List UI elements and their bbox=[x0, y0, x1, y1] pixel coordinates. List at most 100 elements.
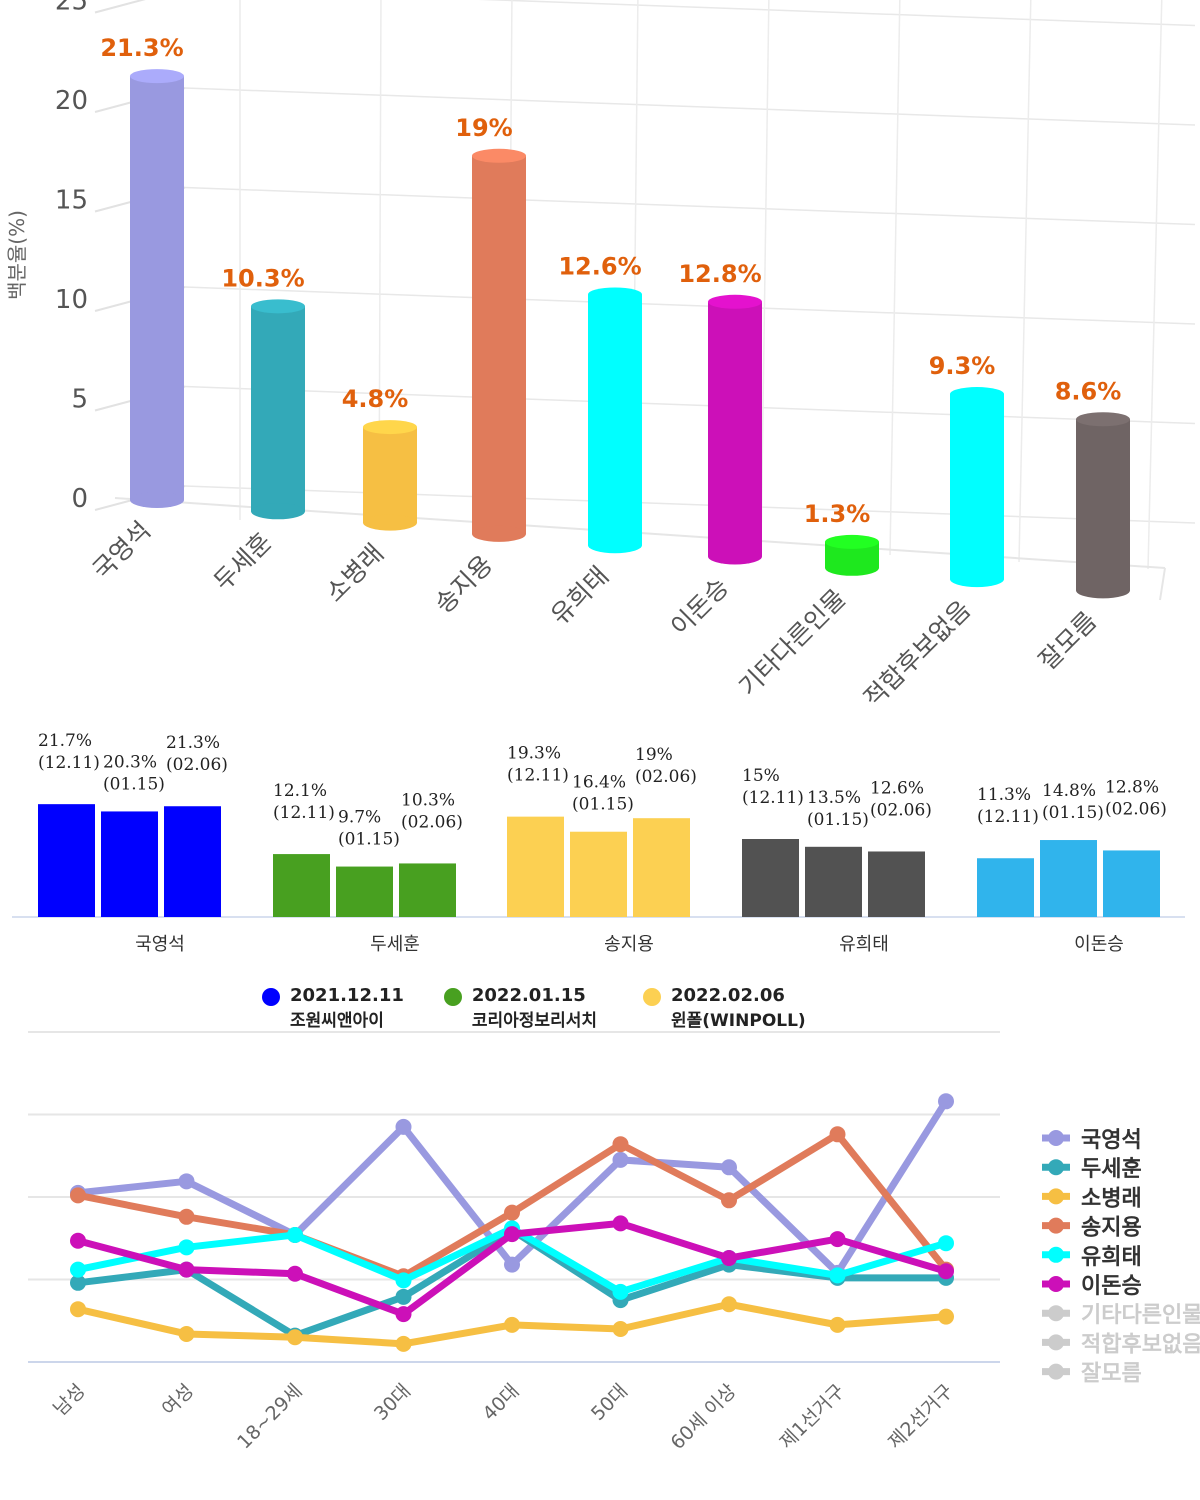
data-point bbox=[70, 1274, 86, 1291]
legend-sub: 코리아정보리서치 bbox=[471, 1011, 597, 1031]
legend-label[interactable]: 두세훈 bbox=[1081, 1157, 1142, 1182]
bar bbox=[868, 851, 925, 917]
legend-label[interactable]: 잘모름 bbox=[1081, 1362, 1142, 1387]
bar bbox=[742, 839, 799, 917]
data-point bbox=[395, 1118, 412, 1135]
bar bbox=[805, 846, 862, 917]
cylinder-top bbox=[472, 148, 526, 163]
data-label: 12.6% bbox=[558, 252, 641, 280]
legend-sub: 조원씨앤아이 bbox=[290, 1011, 384, 1031]
data-point bbox=[829, 1267, 846, 1284]
cylinder-top bbox=[1076, 412, 1130, 427]
data-point bbox=[938, 1093, 954, 1110]
cylinder-bar bbox=[363, 427, 417, 523]
data-point bbox=[395, 1272, 412, 1289]
data-point bbox=[721, 1250, 737, 1267]
x-tick-label: 이돈승 bbox=[665, 572, 734, 641]
data-label-date: (02.06) bbox=[870, 800, 932, 820]
bar bbox=[977, 858, 1034, 917]
x-tick-label: 40대 bbox=[479, 1380, 524, 1425]
cylinder-top bbox=[950, 387, 1004, 402]
data-label: 19% bbox=[455, 114, 512, 142]
gridline bbox=[184, 485, 1196, 524]
data-point bbox=[938, 1235, 954, 1252]
legend-label: 2022.02.06 bbox=[671, 985, 785, 1006]
cylinder-base bbox=[363, 514, 417, 531]
x-tick-label: 국영석 bbox=[135, 934, 185, 955]
y-axis-title: 백분율(%) bbox=[5, 210, 29, 300]
gridline-vertical bbox=[1147, 0, 1163, 570]
legend-item[interactable]: 2022.02.06 윈폴(WINPOLL) bbox=[643, 985, 806, 1031]
data-point bbox=[178, 1239, 195, 1256]
x-tick-label: 제1선거구 bbox=[775, 1380, 849, 1454]
data-point bbox=[612, 1151, 629, 1168]
x-tick-label: 두세훈 bbox=[370, 934, 420, 955]
data-point bbox=[504, 1316, 520, 1333]
cylinder-bar bbox=[251, 306, 305, 512]
data-label-value: 12.6% bbox=[870, 778, 924, 798]
y-tick-label: 20 bbox=[55, 86, 88, 116]
data-point bbox=[178, 1261, 195, 1278]
data-label-date: (01.15) bbox=[338, 830, 400, 850]
data-label-date: (01.15) bbox=[1042, 803, 1104, 823]
data-label-value: 16.4% bbox=[572, 773, 626, 793]
bar bbox=[101, 811, 158, 917]
y-tick-label: 25 bbox=[55, 0, 88, 17]
cylinder-base bbox=[472, 525, 526, 542]
data-label-value: 21.7% bbox=[38, 731, 92, 751]
legend-item[interactable]: 2022.01.15 코리아정보리서치 bbox=[443, 985, 597, 1031]
data-point bbox=[612, 1215, 629, 1232]
x-tick-label: 소병래 bbox=[320, 538, 389, 607]
bar bbox=[1103, 850, 1160, 917]
poll-legend: 2021.12.11 조원씨앤아이 2022.01.15 코리아정보리서치 2022… bbox=[262, 985, 806, 1031]
cylinder-base bbox=[130, 492, 184, 508]
data-label-value: 11.3% bbox=[977, 785, 1031, 805]
data-point bbox=[721, 1159, 737, 1176]
legend-label[interactable]: 기타다른인물 bbox=[1081, 1303, 1200, 1328]
y-tick-label: 5 bbox=[71, 385, 88, 415]
data-point bbox=[938, 1308, 954, 1325]
cylinder-bar bbox=[950, 394, 1004, 580]
x-tick-label: 국영석 bbox=[87, 516, 156, 585]
data-point bbox=[504, 1204, 520, 1221]
legend-label[interactable]: 이돈승 bbox=[1081, 1274, 1142, 1299]
data-label-value: 10.3% bbox=[401, 790, 455, 810]
data-label: 12.8% bbox=[678, 260, 761, 288]
data-point bbox=[395, 1335, 412, 1352]
cylinder-top bbox=[130, 69, 184, 84]
data-label-date: (01.15) bbox=[572, 795, 634, 815]
gridline-vertical bbox=[760, 0, 770, 549]
data-label: 10.3% bbox=[221, 264, 304, 292]
x-tick-label: 송지용 bbox=[429, 550, 498, 619]
cylinder-base bbox=[825, 559, 879, 576]
data-label-date: (02.06) bbox=[635, 767, 697, 787]
legend-label[interactable]: 유희태 bbox=[1081, 1245, 1142, 1270]
legend-label[interactable]: 소병래 bbox=[1081, 1186, 1142, 1211]
legend-label[interactable]: 적합후보없음 bbox=[1081, 1331, 1200, 1357]
legend-label[interactable]: 송지용 bbox=[1081, 1216, 1142, 1241]
cylinder-base bbox=[708, 548, 762, 565]
legend-marker bbox=[1048, 1276, 1064, 1292]
bar bbox=[570, 831, 627, 917]
legend-label[interactable]: 국영석 bbox=[1081, 1128, 1142, 1153]
y-tick-label: 10 bbox=[55, 285, 88, 315]
legend-dot bbox=[643, 988, 661, 1006]
x-tick-label: 기타다른인물 bbox=[733, 584, 851, 702]
x-tick-label: 유희태 bbox=[545, 561, 614, 630]
cylinder-base bbox=[588, 537, 642, 554]
data-point bbox=[287, 1265, 303, 1282]
legend-marker bbox=[1048, 1363, 1064, 1380]
x-tick-label: 제2선거구 bbox=[884, 1380, 958, 1454]
data-label-date: (12.11) bbox=[38, 753, 100, 773]
data-label-value: 9.7% bbox=[338, 808, 381, 828]
data-label: 21.3% bbox=[100, 34, 183, 62]
x-tick-label: 30대 bbox=[370, 1380, 415, 1425]
gridline bbox=[478, 0, 1196, 27]
data-label-value: 14.8% bbox=[1042, 781, 1096, 801]
legend-dot bbox=[443, 988, 462, 1006]
cylinder-top bbox=[708, 294, 762, 309]
legend-item[interactable]: 2021.12.11 조원씨앤아이 bbox=[262, 985, 404, 1031]
data-point bbox=[395, 1306, 412, 1323]
data-point bbox=[504, 1256, 520, 1273]
